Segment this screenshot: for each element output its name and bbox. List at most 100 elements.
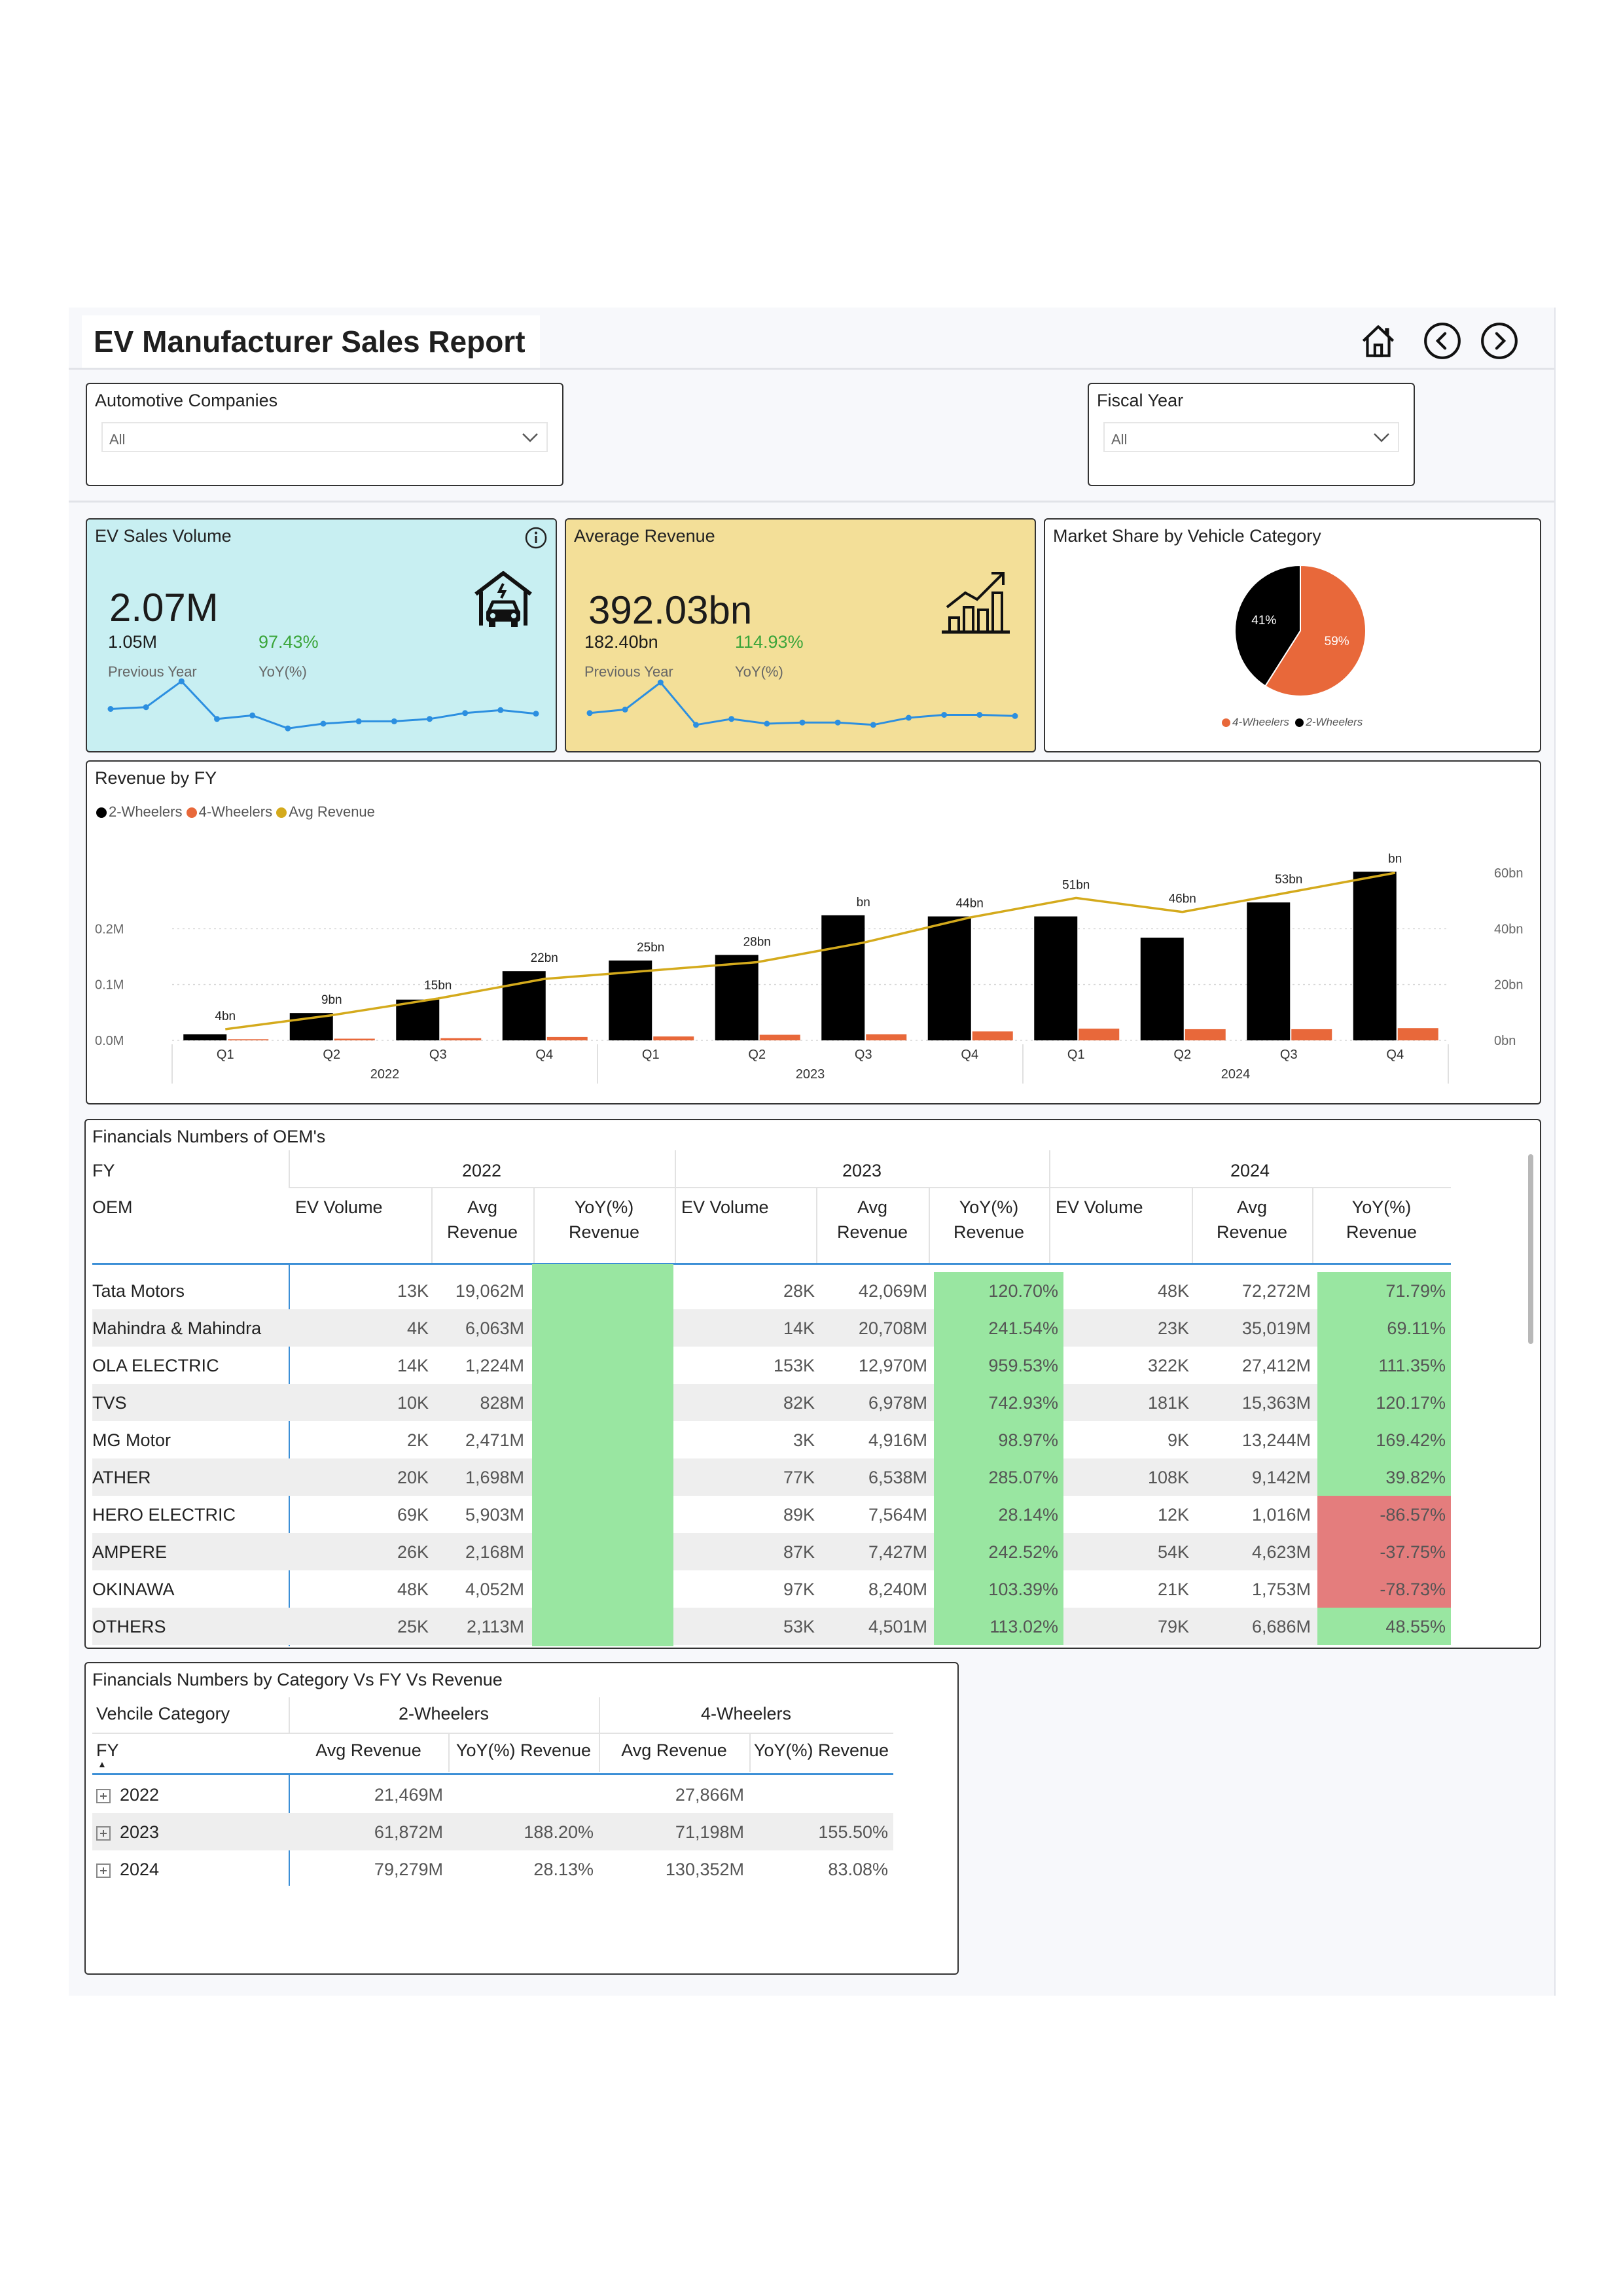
card-title: Revenue by FY — [95, 768, 217, 788]
sparkline-path — [589, 680, 1016, 726]
avg-revenue-2022: 5,903M — [465, 1505, 524, 1525]
kpi-value: 392.03bn — [588, 588, 753, 632]
avg-revenue-2w-header: Avg Revenue — [315, 1740, 421, 1760]
fiscal-year-dropdown[interactable]: All — [1103, 422, 1399, 452]
market-share-pie: 59% 41% — [1234, 564, 1366, 697]
revenue-by-fy-card: Revenue by FY 2-Wheelers 4-Wheelers Avg … — [86, 760, 1541, 1104]
table-title: Financials Numbers by Category Vs FY Vs … — [92, 1670, 503, 1689]
avg-revenue-2023: 8,240M — [868, 1580, 927, 1599]
row-stripe — [92, 1309, 532, 1347]
avg-revenue-4w-header: Avg Revenue — [621, 1740, 727, 1760]
sparkline-point — [427, 716, 433, 722]
ev-volume-2022: 69K — [397, 1505, 429, 1525]
sparkline-point — [285, 725, 291, 732]
yoy-2023: 242.52% — [988, 1542, 1058, 1562]
yoy-2023-cell-bg — [934, 1421, 1063, 1458]
expand-row-icon[interactable] — [96, 1863, 111, 1878]
category-4-wheelers-header: 4-Wheelers — [700, 1704, 792, 1723]
dropdown-value: All — [109, 431, 126, 448]
avg-revenue-2022: 1,698M — [465, 1468, 524, 1487]
chevron-down-icon — [522, 433, 538, 442]
bar-2-wheelers — [1353, 872, 1397, 1040]
revenue-combo-chart: 0.0M 0.1M 0.2M 0bn 20bn 40bn 60bn Q1 Q2 Q3 Q4 Q1 Q2 Q… — [95, 852, 1524, 1084]
header-divider — [92, 1733, 893, 1734]
avg-revenue-2w: 61,872M — [374, 1822, 443, 1842]
yoy-2023: 113.02% — [990, 1617, 1058, 1636]
sparkline-point — [764, 720, 770, 727]
yoy-header: YoY(%) — [959, 1197, 1019, 1217]
oem-name: OLA ELECTRIC — [92, 1356, 219, 1375]
kpi-value: 2.07M — [109, 586, 219, 629]
back-button[interactable] — [1422, 321, 1463, 361]
fy-value: 2024 — [120, 1860, 160, 1879]
header-bottom-border — [92, 1263, 1451, 1265]
ev-volume-2023: 153K — [773, 1356, 815, 1375]
ev-volume-2022: 4K — [406, 1318, 429, 1338]
info-icon[interactable] — [524, 526, 548, 550]
sparkline-point — [622, 706, 628, 713]
sparkline-point — [870, 722, 876, 728]
previous-value: 1.05M — [108, 632, 158, 652]
yoy-value: 97.43% — [259, 632, 319, 652]
yoy-2024: 111.35% — [1378, 1356, 1446, 1375]
pie-slice-label: 59% — [1325, 635, 1349, 648]
header-divider — [599, 1733, 600, 1772]
yoy-2024-cell-bg — [1317, 1458, 1451, 1496]
sort-ascending-icon: ▲ — [98, 1759, 107, 1769]
x-axis-tick: Q4 — [961, 1048, 978, 1062]
companies-dropdown[interactable]: All — [101, 422, 548, 452]
header-divider — [599, 1697, 600, 1733]
expand-row-icon[interactable] — [96, 1789, 111, 1803]
yoy-2024-cell-bg — [1317, 1608, 1451, 1645]
row-stripe — [673, 1384, 934, 1421]
x-axis-tick: Q1 — [1067, 1048, 1085, 1062]
ev-volume-2022: 2K — [406, 1430, 429, 1450]
avg-revenue-2023: 7,427M — [868, 1542, 927, 1562]
legend-2-wheelers: 2-Wheelers — [109, 804, 183, 820]
pie-slice-label: 41% — [1251, 614, 1276, 627]
sparkline-point — [586, 710, 593, 716]
sparkline-point — [391, 718, 397, 724]
avg-revenue-2024: 9,142M — [1251, 1468, 1311, 1487]
avg-revenue-2024: 1,753M — [1251, 1580, 1311, 1599]
row-stripe — [92, 1813, 893, 1850]
data-label: 9bn — [321, 993, 342, 1007]
avg-revenue-2024: 13,244M — [1241, 1430, 1311, 1450]
sparkline-point — [728, 716, 735, 722]
forward-button[interactable] — [1479, 321, 1520, 361]
bar-2-wheelers — [821, 915, 865, 1040]
data-label: 22bn — [531, 951, 558, 965]
ev-volume-2024: 108K — [1147, 1468, 1189, 1487]
header-divider — [431, 1187, 433, 1264]
yoy-2023: 28.14% — [998, 1505, 1058, 1525]
year-header-2024: 2024 — [1230, 1161, 1270, 1180]
header-divider — [675, 1187, 676, 1264]
x-axis-tick: Q3 — [429, 1048, 447, 1062]
x-axis-group-label: 2024 — [1221, 1067, 1251, 1082]
yoy-2024: -37.75% — [1380, 1542, 1446, 1562]
header-divider — [1312, 1187, 1313, 1264]
ev-volume-2024: 181K — [1147, 1393, 1189, 1413]
yoy-2024-cell-bg — [1317, 1533, 1451, 1570]
year-header-2023: 2023 — [842, 1161, 882, 1180]
legend-avg-revenue: Avg Revenue — [289, 804, 375, 820]
ev-volume-2022: 26K — [397, 1542, 429, 1562]
yoy-2024-cell-bg — [1317, 1384, 1451, 1421]
home-button[interactable] — [1358, 321, 1399, 361]
x-axis-tick: Q4 — [535, 1048, 553, 1062]
oem-name: AMPERE — [92, 1542, 168, 1562]
data-label: bn — [857, 896, 870, 910]
bar-4-wheelers — [440, 1038, 482, 1040]
ev-volume-2023: 87K — [783, 1542, 815, 1562]
yoy-2023: 103.39% — [988, 1580, 1058, 1599]
table-scrollbar[interactable] — [1528, 1154, 1533, 1344]
sparkline-point — [462, 710, 469, 716]
expand-row-icon[interactable] — [96, 1826, 111, 1841]
oem-name: TVS — [92, 1393, 127, 1413]
ev-volume-2023: 97K — [783, 1580, 815, 1599]
card-title: Average Revenue — [574, 526, 715, 546]
yoy-revenue-2w: 28.13% — [533, 1860, 594, 1879]
avg-revenue-4w: 130,352M — [665, 1860, 744, 1879]
header-divider — [289, 1697, 290, 1733]
x-axis-tick: Q4 — [1386, 1048, 1404, 1062]
